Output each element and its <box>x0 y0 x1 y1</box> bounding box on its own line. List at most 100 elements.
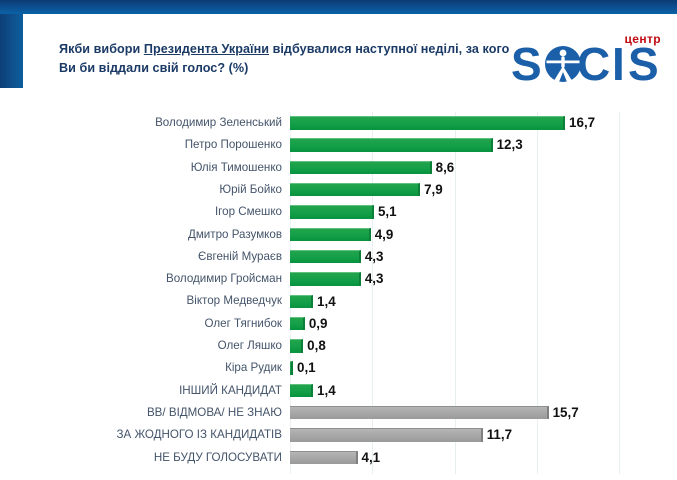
bar[interactable] <box>290 316 305 331</box>
gridline-0 <box>290 112 291 474</box>
bar-container: 11,7 <box>290 428 512 442</box>
category-label: Олег Тягнибок <box>204 316 282 330</box>
bar-value-label: 1,4 <box>317 293 336 309</box>
category-label: Олег Ляшко <box>217 339 282 352</box>
bar[interactable] <box>290 272 361 286</box>
bar-value-label: 12,3 <box>496 137 523 153</box>
bar-value-label: 4,1 <box>361 449 381 465</box>
svg-text:C: C <box>577 42 610 90</box>
category-label: Володимир Зеленський <box>155 116 282 129</box>
chart-row: Юрій Бойко 7,9 <box>0 179 677 201</box>
chart-row: ЗА ЖОДНОГО ІЗ КАНДИДАТІВ 11,7 <box>0 424 677 446</box>
chart-row: Петро Порошенко 12,3 <box>0 134 677 156</box>
bar[interactable] <box>290 339 304 353</box>
bar-container: 4,3 <box>290 249 383 264</box>
bar-container: 4,9 <box>290 227 393 242</box>
svg-text:I: I <box>612 42 625 90</box>
gridline-10 <box>454 112 456 474</box>
logo-svg: S C I S <box>511 42 659 90</box>
gridline-15 <box>537 112 539 474</box>
bar-value-label: 16,7 <box>569 115 596 131</box>
bar-value-label: 5,1 <box>377 204 397 220</box>
category-label: Петро Порошенко <box>184 138 282 152</box>
bar-container: 15,7 <box>290 406 579 420</box>
gridline-5 <box>372 112 374 474</box>
bar-value-label: 0,9 <box>308 315 328 331</box>
logo-superscript: центр <box>624 32 661 46</box>
chart-row: Дмитро Разумков 4,9 <box>0 224 677 246</box>
category-label: Євгеній Мураєв <box>197 249 282 263</box>
chart-row: ІНШИЙ КАНДИДАТ 1,4 <box>0 380 677 402</box>
chart-row: Олег Ляшко 0,8 <box>0 335 677 357</box>
bar-container: 0,9 <box>290 316 327 331</box>
bar-container: 8,6 <box>290 160 454 175</box>
bar-value-label: 0,1 <box>297 360 316 376</box>
chart-row: НЕ БУДУ ГОЛОСУВАТИ 4,1 <box>0 447 677 469</box>
page-title: Якби вибори Президента України відбували… <box>59 40 519 78</box>
category-label: ІНШИЙ КАНДИДАТ <box>179 383 282 397</box>
socis-logo: центр S C I S <box>511 30 663 92</box>
bar-value-label: 4,3 <box>364 248 384 264</box>
bar-value-label: 8,6 <box>435 159 455 175</box>
chart-row: Євгеній Мураєв 4,3 <box>0 246 677 268</box>
bar[interactable] <box>290 205 374 219</box>
title-underlined: Президента України <box>143 42 270 56</box>
bar[interactable] <box>290 116 566 130</box>
chart-row: Володимир Гройсман 4,3 <box>0 268 677 290</box>
category-label: ЗА ЖОДНОГО ІЗ КАНДИДАТІВ <box>116 428 282 442</box>
bar-chart: Володимир Зеленський 16,7 Петро Порошенко 1… <box>0 95 677 480</box>
bar-value-label: 15,7 <box>552 405 579 421</box>
bar[interactable] <box>290 450 358 465</box>
chart-row: Кіра Рудик 0,1 <box>0 357 677 379</box>
category-label: Ігор Смешко <box>214 205 282 219</box>
bar-container: 16,7 <box>290 116 595 130</box>
bar[interactable] <box>290 249 361 264</box>
bar[interactable] <box>290 361 293 375</box>
chart-row: Володимир Зеленський 16,7 <box>0 112 677 134</box>
category-label: НЕ БУДУ ГОЛОСУВАТИ <box>153 450 282 464</box>
chart-row: ВВ/ ВІДМОВА/ НЕ ЗНАЮ 15,7 <box>0 402 677 424</box>
category-label: ВВ/ ВІДМОВА/ НЕ ЗНАЮ <box>146 405 282 419</box>
bar-container: 1,4 <box>290 383 336 398</box>
bar-container: 1,4 <box>290 294 336 308</box>
bar-container: 4,1 <box>290 450 380 465</box>
bar-value-label: 11,7 <box>486 427 513 443</box>
bar[interactable] <box>290 160 432 175</box>
logo-vitruvian-figure <box>546 49 580 82</box>
bar-container: 0,1 <box>290 361 316 375</box>
bar[interactable] <box>290 294 314 308</box>
bar-container: 4,3 <box>290 272 383 286</box>
bar[interactable] <box>290 227 371 242</box>
bar-container: 0,8 <box>290 339 326 353</box>
category-label: Дмитро Разумков <box>187 227 282 241</box>
category-label: Кіра Рудик <box>225 361 282 375</box>
bar[interactable] <box>290 406 549 420</box>
bar-container: 7,9 <box>290 183 443 197</box>
svg-text:S: S <box>628 42 659 90</box>
header-left-band <box>0 14 23 88</box>
logo-wordmark: S C I S <box>511 42 663 92</box>
bar-container: 12,3 <box>290 138 523 152</box>
chart-row: Віктор Медведчук 1,4 <box>0 290 677 312</box>
title-suffix: відбувалися наступної неділі, за кого Ви… <box>59 42 510 75</box>
bar[interactable] <box>290 138 493 152</box>
category-label: Віктор Медведчук <box>186 294 282 308</box>
svg-text:S: S <box>511 42 542 90</box>
header-top-strip <box>0 0 677 14</box>
chart-row: Олег Тягнибок 0,9 <box>0 313 677 335</box>
chart-row: Ігор Смешко 5,1 <box>0 201 677 223</box>
category-label: Юрій Бойко <box>219 182 282 196</box>
bar-value-label: 4,3 <box>364 271 384 287</box>
bar[interactable] <box>290 428 483 442</box>
bar-value-label: 1,4 <box>317 382 336 398</box>
category-label: Володимир Гройсман <box>166 272 282 286</box>
bar[interactable] <box>290 383 314 398</box>
category-label: Юлія Тимошенко <box>190 160 282 174</box>
bar-value-label: 7,9 <box>424 182 443 198</box>
bar[interactable] <box>290 183 421 197</box>
bar-value-label: 0,8 <box>307 338 326 354</box>
bar-value-label: 4,9 <box>374 226 394 242</box>
gridline-20 <box>619 112 621 474</box>
chart-row: Юлія Тимошенко 8,6 <box>0 157 677 179</box>
